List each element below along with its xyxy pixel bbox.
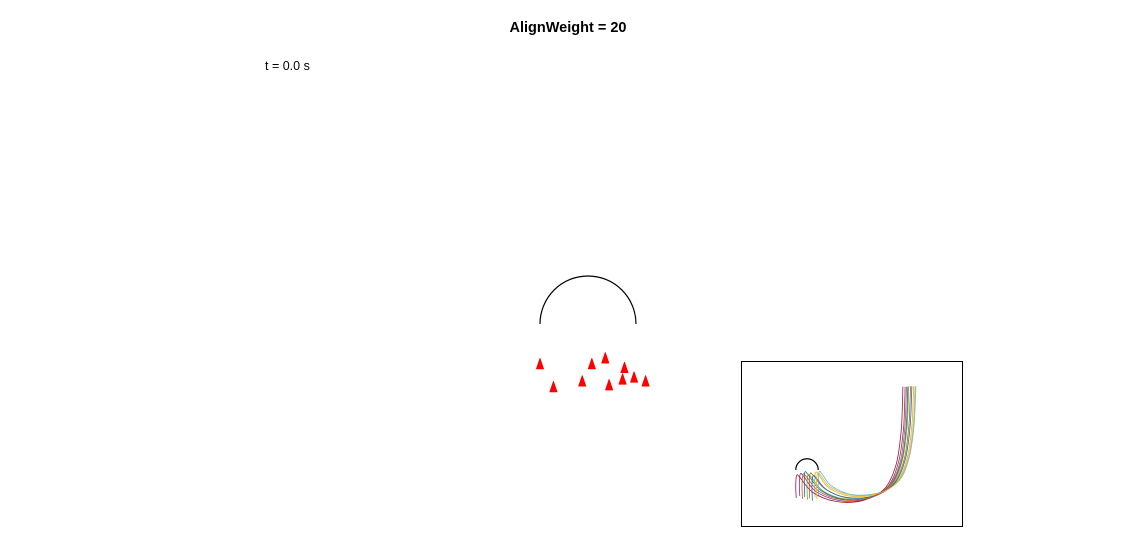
trajectory-line — [817, 386, 917, 497]
trajectory-line — [811, 386, 913, 501]
inset-obstacle-arc — [795, 458, 819, 471]
trajectory-group — [795, 386, 917, 503]
agent-marker — [605, 379, 614, 391]
trajectory-line — [795, 386, 904, 503]
agent-marker — [578, 375, 587, 387]
trajectory-line — [798, 386, 906, 502]
agent-marker — [630, 371, 639, 383]
agent-group — [536, 352, 650, 393]
agent-marker — [549, 380, 558, 393]
trajectory-line — [816, 386, 916, 500]
obstacle-arc — [539, 275, 637, 325]
agent-marker — [620, 361, 629, 374]
figure-title: AlignWeight = 20 — [509, 20, 627, 36]
agent-marker — [536, 357, 544, 370]
inset-plot — [741, 361, 963, 527]
agent-marker — [587, 357, 596, 370]
trajectory-line — [803, 386, 909, 501]
trajectory-line — [814, 386, 915, 498]
time-label: t = 0.0 s — [265, 59, 310, 73]
agent-marker — [618, 373, 627, 385]
agent-marker — [601, 352, 610, 364]
agent-marker — [641, 375, 650, 387]
trajectory-line — [806, 386, 910, 500]
inset-frame — [741, 361, 963, 527]
trajectory-line — [801, 386, 907, 501]
